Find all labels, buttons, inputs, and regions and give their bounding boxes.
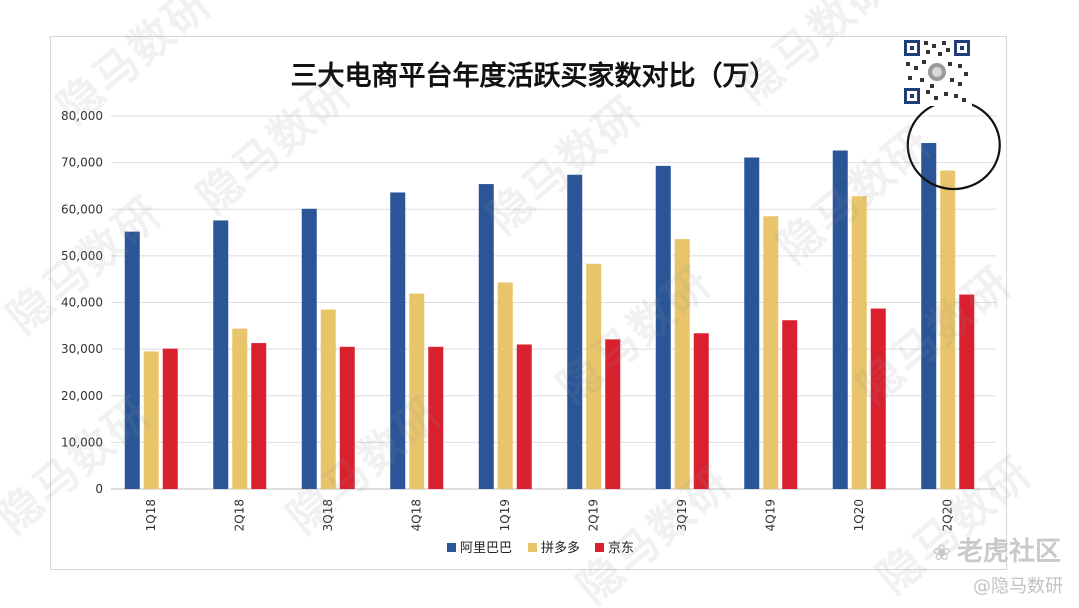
bar xyxy=(870,308,886,489)
bar xyxy=(143,351,159,489)
x-tick-label: 2Q19 xyxy=(586,499,600,531)
bar xyxy=(497,282,513,489)
bar xyxy=(232,328,248,489)
bar xyxy=(586,263,602,489)
bar xyxy=(959,294,975,489)
legend-swatch xyxy=(447,543,456,552)
legend-label: 阿里巴巴 xyxy=(460,541,512,556)
bar xyxy=(605,339,621,489)
bar xyxy=(567,174,583,489)
legend-swatch xyxy=(595,543,604,552)
bar xyxy=(940,170,956,489)
bar xyxy=(851,196,867,489)
x-tick-label: 2Q20 xyxy=(940,499,954,531)
chart-title: 三大电商平台年度活跃买家数对比（万） xyxy=(291,60,777,92)
bar xyxy=(763,216,779,489)
site-brand: ❀ 老虎社区 xyxy=(933,531,1061,568)
legend-label: 京东 xyxy=(608,541,634,556)
y-tick-label: 40,000 xyxy=(61,296,103,310)
bar xyxy=(655,165,671,490)
x-tick-label: 3Q19 xyxy=(675,499,689,531)
bar xyxy=(409,293,425,489)
x-tick-label: 2Q18 xyxy=(232,499,246,531)
bar xyxy=(301,208,317,489)
bar xyxy=(320,309,336,489)
author-handle: @隐马数研 xyxy=(973,576,1063,597)
bar xyxy=(693,333,709,489)
bar xyxy=(478,184,494,489)
bar xyxy=(782,320,798,489)
x-tick-label: 1Q18 xyxy=(144,499,158,531)
bar xyxy=(674,239,690,489)
bar xyxy=(516,344,532,489)
y-tick-label: 70,000 xyxy=(61,156,103,170)
paw-icon: ❀ xyxy=(932,541,951,566)
bar xyxy=(251,343,267,489)
bar-chart: 三大电商平台年度活跃买家数对比（万） 0 10,000 20,000 30,000 40,… xyxy=(61,60,1001,556)
x-tick-label: 4Q18 xyxy=(409,499,423,531)
y-tick-label: 60,000 xyxy=(61,202,103,216)
x-tick-label: 1Q20 xyxy=(852,499,866,531)
bar xyxy=(124,231,140,489)
legend-label: 拼多多 xyxy=(541,540,580,556)
bar xyxy=(339,346,355,489)
x-tick-label: 4Q19 xyxy=(763,499,777,531)
y-tick-label: 10,000 xyxy=(61,435,103,449)
x-tick-label: 1Q19 xyxy=(498,499,512,531)
bar xyxy=(744,157,760,489)
bar xyxy=(213,220,229,489)
y-tick-label: 30,000 xyxy=(61,342,103,356)
qr-code-icon xyxy=(904,40,970,104)
bar xyxy=(921,143,937,489)
legend-swatch xyxy=(528,543,537,552)
bar xyxy=(162,348,178,489)
y-tick-label: 50,000 xyxy=(61,249,103,263)
bar xyxy=(428,346,444,489)
y-tick-label: 80,000 xyxy=(61,109,103,123)
site-name: 老虎社区 xyxy=(956,537,1061,567)
chart-panel: 三大电商平台年度活跃买家数对比（万） 0 10,000 20,000 30,000 40,… xyxy=(50,36,1007,570)
y-tick-label: 20,000 xyxy=(61,389,103,403)
bar xyxy=(390,192,406,489)
qr-code xyxy=(902,38,972,106)
y-tick-label: 0 xyxy=(95,482,103,496)
bar xyxy=(832,150,848,489)
x-tick-label: 3Q18 xyxy=(321,499,335,531)
